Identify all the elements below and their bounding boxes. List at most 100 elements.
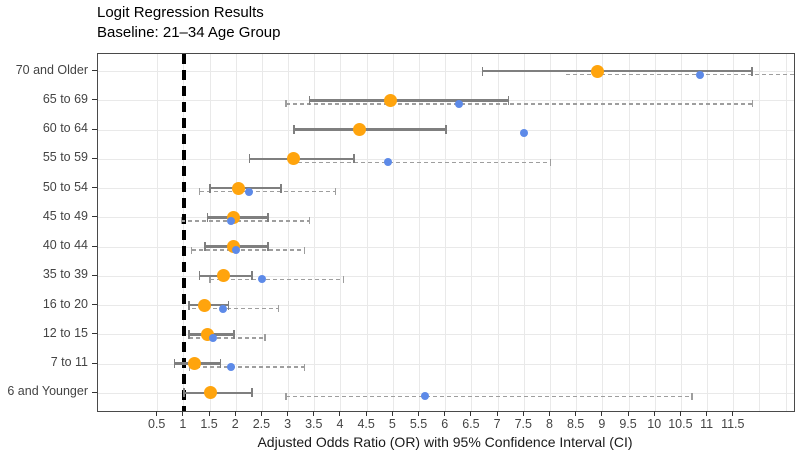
x-axis-tick	[732, 411, 734, 416]
ci-cap-left	[204, 242, 206, 252]
gridline-vertical	[471, 54, 473, 411]
x-axis-tick-label: 8	[545, 417, 553, 431]
y-axis-tick	[92, 274, 97, 276]
x-axis-tick	[444, 411, 446, 416]
point-blue	[384, 158, 393, 167]
ci-cap-left	[285, 100, 287, 108]
gridline-vertical	[549, 54, 551, 411]
gridline-vertical	[733, 54, 735, 411]
point-blue	[258, 275, 267, 284]
ci-bar-dashed	[286, 103, 753, 105]
y-axis-category-label: 7 to 11	[50, 355, 88, 370]
x-axis-tick	[627, 411, 629, 416]
x-axis-tick-label: 10	[647, 417, 662, 431]
x-axis-tick-label: 1.5	[200, 417, 218, 431]
ci-cap-right	[251, 271, 253, 281]
ci-bar-solid	[183, 391, 252, 395]
x-axis-tick-label: 11.5	[721, 417, 745, 431]
ci-cap-left	[188, 329, 190, 339]
point-blue	[219, 304, 228, 313]
ci-cap-right	[279, 183, 282, 193]
gridline-horizontal	[98, 217, 794, 219]
y-axis-category-label: 40 to 44	[42, 238, 88, 253]
point-orange	[216, 269, 230, 283]
y-axis-tick	[92, 187, 97, 189]
x-axis-tick	[653, 411, 655, 416]
x-axis-tick	[339, 411, 341, 416]
ci-cap-right	[227, 300, 230, 310]
gridline-horizontal	[98, 305, 794, 307]
x-axis-tick	[679, 411, 681, 416]
gridline-vertical	[392, 54, 394, 411]
y-axis-category-label: 16 to 20	[42, 296, 88, 311]
ci-cap-right	[353, 154, 355, 164]
ci-bar-dashed	[189, 337, 266, 339]
x-axis-tick-label: 1	[179, 417, 187, 431]
x-axis-tick-label: 9.5	[619, 417, 637, 431]
x-axis-tick	[391, 411, 393, 416]
ci-cap-left	[180, 217, 182, 225]
gridline-horizontal	[98, 363, 794, 365]
y-axis-tick	[92, 216, 97, 218]
point-orange	[232, 181, 246, 195]
x-axis-tick	[522, 411, 524, 416]
ci-bar-solid	[482, 69, 753, 73]
y-axis-category-label: 6 and Younger	[7, 384, 88, 399]
gridline-vertical	[314, 54, 316, 411]
x-axis-tick-label: 2	[231, 417, 239, 431]
ci-bar-solid	[249, 157, 355, 161]
y-axis-category-label: 50 to 54	[42, 179, 88, 194]
x-axis-tick	[234, 411, 236, 416]
y-axis-tick	[92, 99, 97, 101]
point-blue	[520, 129, 529, 138]
gridline-vertical	[628, 54, 630, 411]
x-axis-tick	[470, 411, 472, 416]
y-axis-tick	[92, 362, 97, 364]
ci-bar-dashed	[199, 190, 336, 193]
y-axis-category-label: 70 and Older	[15, 62, 88, 77]
point-orange	[287, 152, 301, 166]
ci-bar-solid	[293, 128, 446, 131]
ci-bar-dashed	[566, 73, 794, 76]
ci-cap-left	[481, 66, 484, 76]
x-axis-tick-label: 7	[493, 417, 501, 431]
ci-cap-left	[198, 271, 201, 281]
point-blue	[695, 70, 704, 79]
y-axis-tick	[92, 304, 97, 306]
point-orange	[187, 357, 201, 371]
y-axis-category-label: 65 to 69	[42, 91, 88, 106]
ci-cap-left	[191, 246, 193, 254]
ci-cap-right	[266, 242, 269, 252]
x-axis-tick-label: 7.5	[514, 417, 532, 431]
y-axis-tick	[92, 245, 97, 247]
x-axis-tick-label: 8.5	[566, 417, 585, 431]
y-axis-tick	[92, 333, 97, 335]
gridline-horizontal	[98, 246, 794, 248]
gridline-vertical	[340, 54, 342, 411]
ci-cap-right	[266, 212, 269, 222]
gridline-horizontal	[98, 188, 794, 190]
x-axis-tick	[706, 411, 708, 416]
x-axis-tick	[601, 411, 603, 416]
gridline-vertical	[785, 54, 787, 411]
x-axis-tick-label: 10.5	[668, 417, 693, 431]
x-axis-tick	[287, 411, 289, 416]
point-orange	[198, 298, 212, 312]
ci-cap-right	[219, 359, 222, 369]
y-axis-tick	[92, 391, 97, 393]
gridline-vertical	[680, 54, 682, 411]
gridline-horizontal	[98, 275, 794, 277]
ci-cap-right	[691, 392, 693, 400]
x-axis-tick-label: 6.5	[462, 417, 480, 431]
ci-bar-solid	[309, 99, 509, 102]
ci-cap-left	[209, 275, 211, 283]
x-axis-tick-label: 9	[598, 417, 606, 431]
gridline-vertical	[497, 54, 499, 411]
gridline-horizontal	[98, 392, 794, 394]
point-orange	[591, 64, 605, 78]
ci-cap-right	[251, 388, 253, 398]
y-axis-category-label: 12 to 15	[42, 325, 88, 340]
x-axis-tick-label: 3.5	[305, 417, 323, 431]
y-axis-tick	[92, 157, 97, 159]
gridline-vertical	[523, 54, 525, 411]
